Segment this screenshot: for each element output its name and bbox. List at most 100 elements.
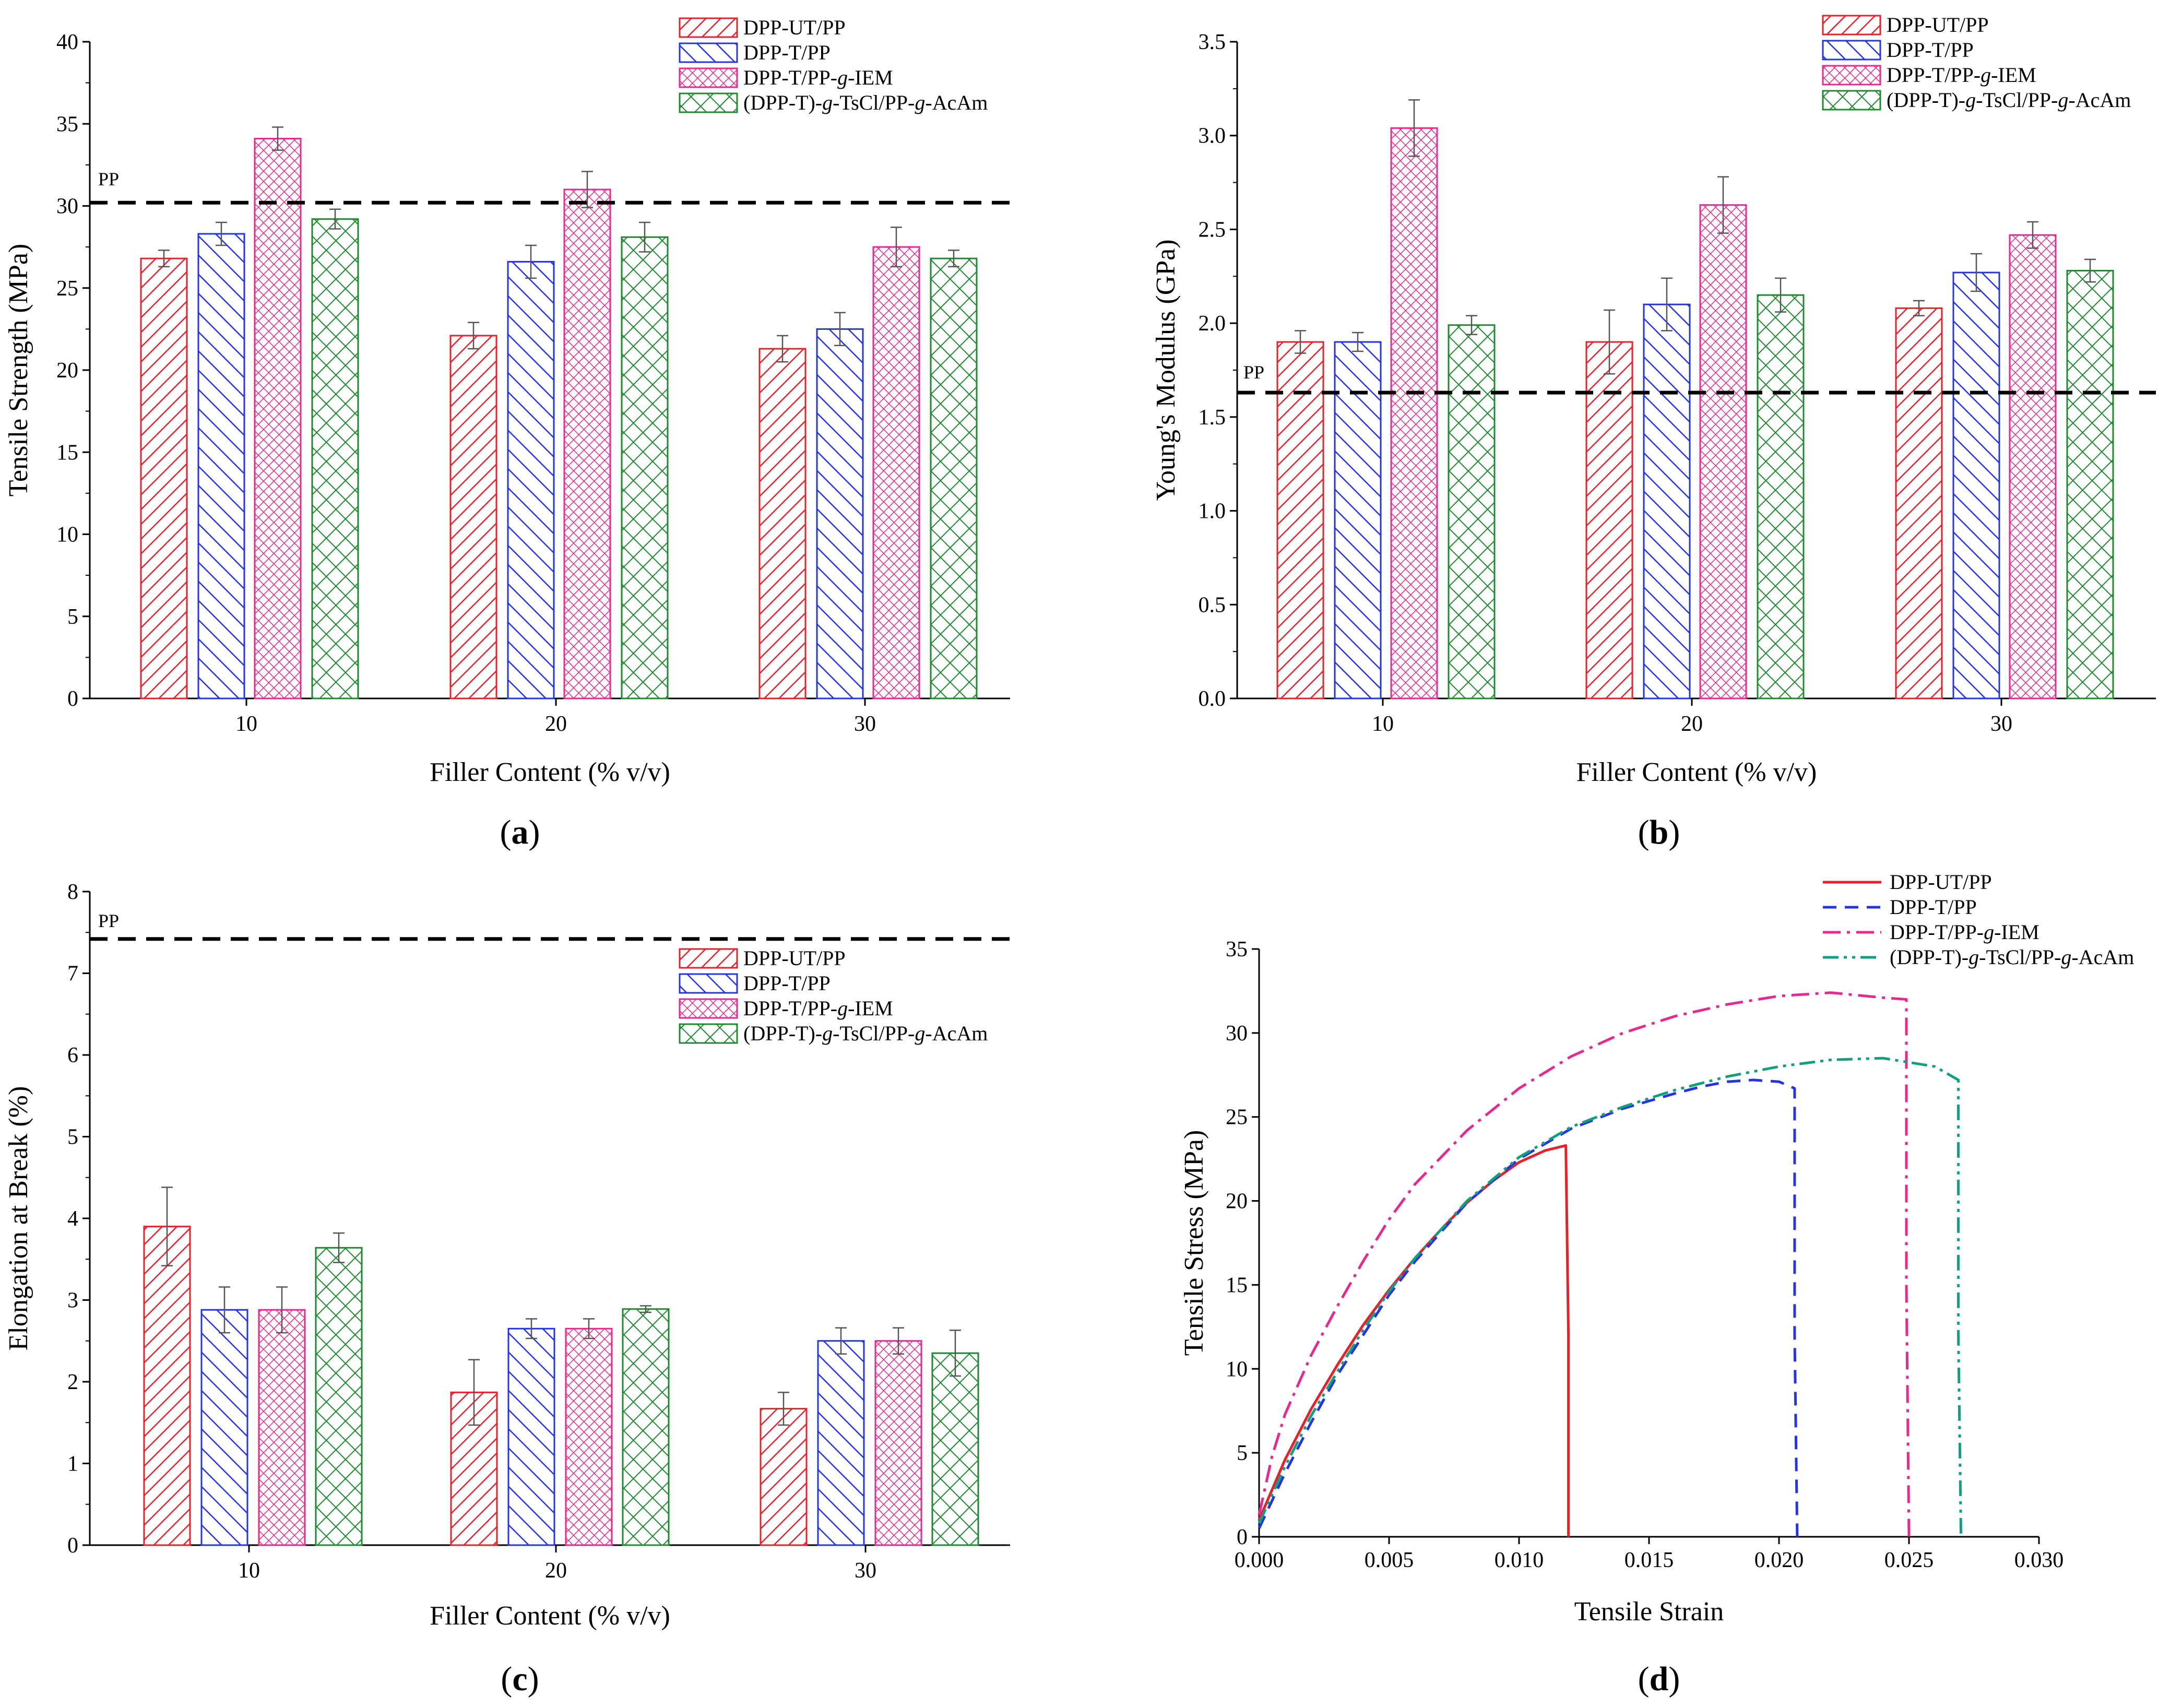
bar — [621, 236, 669, 699]
bar — [563, 188, 611, 699]
legend-label: DPP-T/PP-g-IEM — [1890, 920, 2039, 944]
bar — [1276, 341, 1324, 699]
legend-swatch — [1822, 40, 1881, 61]
pp-reference-label: PP — [1243, 362, 1264, 383]
x-tick-label: 20 — [1681, 712, 1703, 736]
y-tick-label: 2.5 — [1199, 218, 1226, 242]
y-tick-label: 0.0 — [1199, 687, 1226, 711]
bar — [565, 1327, 613, 1546]
legend-label: DPP-T/PP — [743, 971, 831, 995]
bar — [197, 233, 245, 699]
legend-swatch — [1822, 15, 1881, 35]
bar — [872, 246, 920, 699]
caption-d: (d) — [1638, 1660, 1680, 1698]
series-line — [1258, 1078, 1799, 1537]
legend-label: (DPP-T)-g-TsCl/PP-g-AcAm — [743, 91, 988, 114]
legend-swatch — [679, 67, 738, 88]
y-tick-label: 7 — [67, 962, 78, 986]
x-tick-label: 0.025 — [1884, 1548, 1934, 1572]
legend-label: (DPP-T)-g-TsCl/PP-g-AcAm — [743, 1022, 988, 1045]
y-tick-label: 3.0 — [1199, 124, 1226, 148]
x-tick-label: 0.020 — [1754, 1548, 1804, 1572]
bar — [254, 138, 302, 699]
legend-swatch — [679, 92, 738, 113]
bar — [622, 1308, 670, 1546]
x-tick-label: 10 — [235, 712, 257, 736]
y-tick-label: 1 — [67, 1452, 78, 1476]
bar — [507, 260, 555, 699]
y-tick-label: 35 — [1226, 938, 1248, 962]
x-tick-label: 0.000 — [1235, 1548, 1284, 1572]
y-tick-label: 1.5 — [1199, 406, 1226, 430]
pp-reference-label: PP — [98, 169, 119, 189]
legend-label: DPP-T/PP — [743, 41, 831, 64]
series-line — [1258, 1057, 1963, 1537]
legend-label: DPP-T/PP — [1887, 38, 1974, 62]
legend-label: DPP-T/PP — [1890, 895, 1977, 919]
x-axis-title: Tensile Strain — [1574, 1597, 1724, 1627]
y-tick-label: 4 — [67, 1207, 78, 1231]
x-tick-label: 10 — [1372, 712, 1394, 736]
y-tick-label: 20 — [1226, 1190, 1248, 1214]
legend-label: DPP-T/PP-g-IEM — [743, 66, 893, 89]
bar — [1643, 303, 1691, 699]
legend-label: DPP-T/PP-g-IEM — [743, 997, 893, 1020]
x-tick-label: 0.015 — [1624, 1548, 1674, 1572]
y-tick-label: 0 — [67, 1534, 78, 1558]
y-tick-label: 20 — [56, 359, 78, 383]
bar — [311, 218, 359, 699]
bar — [1757, 294, 1805, 699]
bar — [816, 328, 864, 699]
bar — [760, 1408, 808, 1546]
panel-b: 0.0 0.5 1.0 1.5 2.0 2.5 3.0 3.5 10 20 30 PP DPP-UT/P… — [1151, 13, 2156, 787]
legend-label: (DPP-T)-g-TsCl/PP-g-AcAm — [1887, 88, 2131, 112]
legend-label: DPP-UT/PP — [743, 946, 846, 970]
bar — [1448, 324, 1496, 699]
x-axis-title: Filler Content (% v/v) — [1576, 757, 1817, 787]
legend-label: DPP-UT/PP — [743, 16, 846, 39]
series-line — [1258, 991, 1911, 1537]
legend-swatch — [679, 973, 738, 994]
bar — [507, 1327, 555, 1546]
legend-swatch — [679, 998, 738, 1019]
y-tick-label: 5 — [1237, 1441, 1248, 1465]
legend-swatch — [679, 17, 738, 38]
legend-label: DPP-T/PP-g-IEM — [1887, 63, 2036, 87]
x-tick-label: 10 — [238, 1559, 260, 1583]
x-tick-label: 0.030 — [2014, 1548, 2064, 1572]
legend-label: DPP-UT/PP — [1890, 870, 1992, 894]
x-tick-label: 30 — [1990, 712, 2012, 736]
y-tick-label: 1.0 — [1199, 500, 1226, 524]
bar — [758, 348, 807, 699]
bar — [143, 1226, 191, 1546]
legend-swatch — [679, 948, 738, 969]
legend-swatch — [1822, 65, 1881, 86]
x-tick-label: 20 — [545, 712, 567, 736]
bar — [1699, 204, 1747, 699]
legend-label: DPP-UT/PP — [1887, 13, 1989, 37]
x-tick-label: 20 — [545, 1559, 567, 1583]
bar — [2009, 234, 2057, 699]
panel-d: 0 5 10 15 20 25 30 35 0.000 0.005 0.010 0.015 0.020 0… — [1179, 870, 2134, 1627]
bar — [258, 1309, 306, 1546]
y-tick-label: 40 — [56, 30, 78, 54]
y-tick-label: 8 — [67, 880, 78, 904]
y-tick-label: 0 — [1237, 1525, 1248, 1549]
bar — [931, 1352, 979, 1546]
y-tick-label: 15 — [56, 441, 78, 465]
caption-b: (b) — [1638, 813, 1680, 851]
y-tick-label: 5 — [67, 605, 78, 629]
y-axis-title: Elongation at Break (%) — [4, 1086, 33, 1351]
y-tick-label: 2 — [67, 1370, 78, 1394]
y-tick-label: 15 — [1226, 1273, 1248, 1297]
bar — [1585, 341, 1633, 699]
legend-label: (DPP-T)-g-TsCl/PP-g-AcAm — [1890, 945, 2134, 969]
x-tick-label: 30 — [854, 712, 876, 736]
legend-swatch — [679, 1023, 738, 1044]
x-tick-label: 30 — [855, 1559, 876, 1583]
bar — [1895, 307, 1943, 699]
y-tick-label: 25 — [1226, 1106, 1248, 1130]
x-axis-title: Filler Content (% v/v) — [430, 757, 670, 787]
